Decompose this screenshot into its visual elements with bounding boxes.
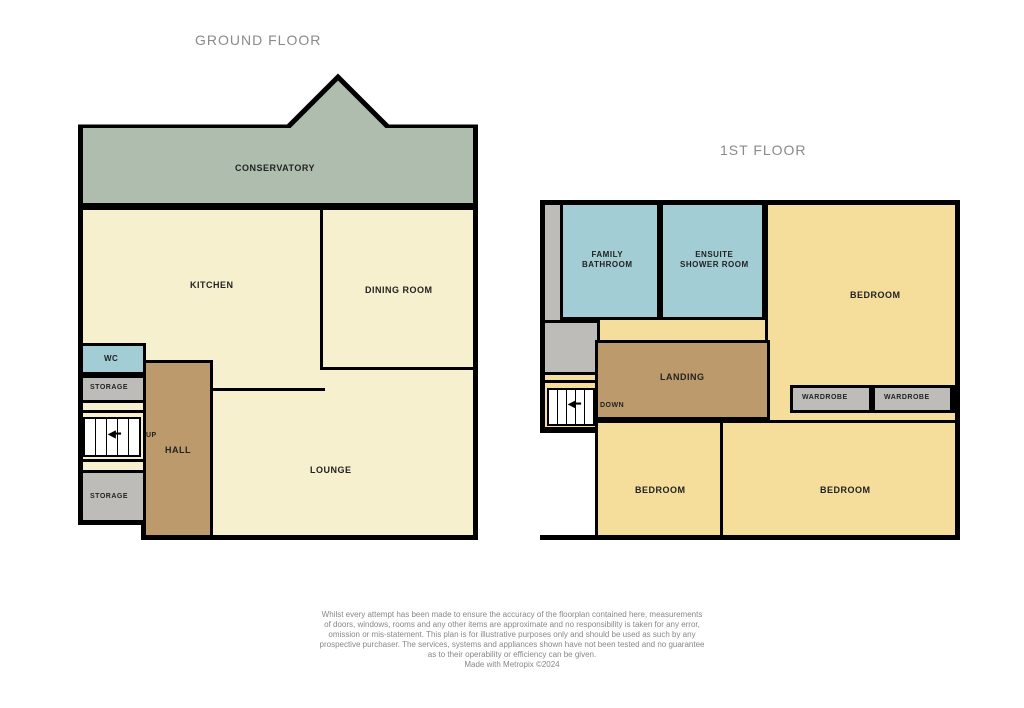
first-lower-div	[720, 420, 723, 535]
stairs-ground-border	[78, 410, 146, 462]
ground-notch-wall	[141, 522, 146, 540]
landing-label: LANDING	[660, 372, 705, 383]
wardrobe1-label: WARDROBE	[802, 394, 848, 402]
storage-upper-label: STORAGE	[90, 384, 128, 392]
conservatory-label: CONSERVATORY	[235, 163, 315, 174]
family-bath-label: FAMILY BATHROOM	[582, 250, 633, 269]
ensuite-label: ENSUITE SHOWER ROOM	[680, 250, 749, 269]
first-grey-block	[545, 320, 600, 375]
first-notch	[540, 430, 598, 540]
disclaimer: Whilst every attempt has been made to en…	[232, 610, 792, 670]
ground-notch	[78, 525, 146, 545]
hall-label: HALL	[165, 445, 191, 456]
dining-label: DINING ROOM	[365, 285, 433, 296]
stairs-first-border	[540, 380, 598, 430]
first-mid-wall	[595, 420, 955, 423]
wardrobe2-label: WARDROBE	[884, 394, 930, 402]
kitchen-label: KITCHEN	[190, 280, 234, 291]
bedroom1-label: BEDROOM	[850, 290, 901, 301]
disclaimer-l2: of doors, windows, rooms and any other i…	[324, 620, 700, 629]
floorplan-canvas: GROUND FLOOR 1ST FLOOR CONSERVATORY KITC…	[0, 0, 1024, 708]
wc-label: WC	[104, 354, 118, 364]
kitchen-lounge-wall	[210, 388, 325, 391]
disclaimer-l3: omission or mis-statement. This plan is …	[328, 630, 695, 639]
stairs-up-label: UP	[146, 432, 157, 440]
lounge-label: LOUNGE	[310, 465, 352, 476]
disclaimer-l1: Whilst every attempt has been made to en…	[322, 610, 703, 619]
disclaimer-l5: as to their operability or efficiency ca…	[428, 650, 596, 659]
storage-lower-label: STORAGE	[90, 493, 128, 501]
first-floor-title: 1ST FLOOR	[720, 142, 807, 158]
first-notch-bottom	[540, 535, 598, 540]
disclaimer-l4: prospective purchaser. The services, sys…	[320, 640, 705, 649]
bedroom2-label: BEDROOM	[635, 485, 686, 496]
stairs-down-label: DOWN	[600, 402, 624, 410]
ground-floor-title: GROUND FLOOR	[195, 32, 321, 48]
bedroom3-label: BEDROOM	[820, 485, 871, 496]
disclaimer-l6: Made with Metropix ©2024	[464, 660, 559, 669]
